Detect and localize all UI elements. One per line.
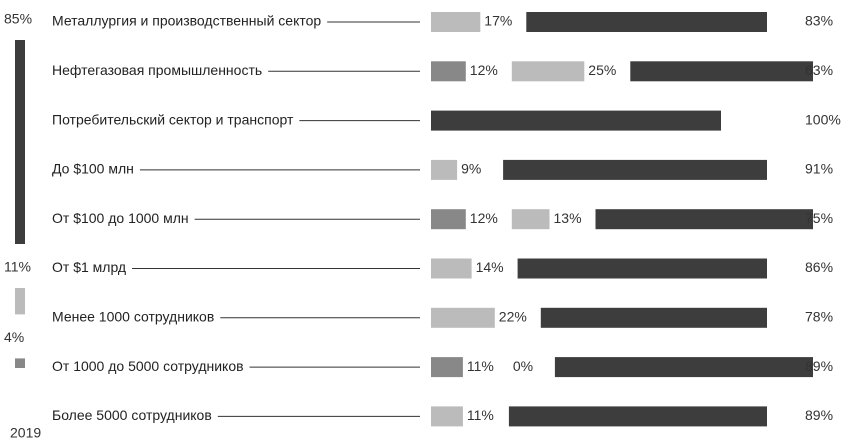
bar-segment bbox=[431, 159, 458, 180]
value-label: 100% bbox=[805, 111, 841, 127]
share-year: 2019 bbox=[10, 425, 41, 441]
value-label: 83% bbox=[805, 13, 833, 29]
share-bar bbox=[15, 358, 25, 368]
value-label: 11% bbox=[467, 407, 494, 423]
bar-segment bbox=[630, 61, 813, 82]
category-label: Более 5000 сотрудников bbox=[52, 407, 212, 423]
bar-segment bbox=[526, 12, 767, 32]
share-label: 4% bbox=[4, 329, 24, 345]
value-label: 13% bbox=[554, 210, 582, 226]
value-label: 14% bbox=[476, 259, 504, 275]
value-label: 22% bbox=[499, 309, 527, 325]
bar-segment bbox=[503, 159, 767, 180]
bar-segment bbox=[511, 61, 585, 82]
bar-segment bbox=[431, 12, 481, 32]
category-label: От $1 млрд bbox=[52, 259, 126, 275]
value-label: 89% bbox=[805, 358, 833, 374]
share-bar bbox=[15, 288, 25, 315]
value-label: 0% bbox=[513, 358, 533, 374]
value-label: 17% bbox=[484, 13, 512, 29]
category-label: От 1000 до 5000 сотрудников bbox=[52, 358, 244, 374]
value-label: 12% bbox=[470, 62, 498, 78]
bar-segment bbox=[431, 406, 463, 427]
bar-segment bbox=[517, 258, 767, 279]
value-label: 75% bbox=[805, 210, 833, 226]
bar-segment bbox=[511, 209, 550, 230]
category-label: Металлургия и производственный сектор bbox=[52, 13, 321, 29]
value-label: 11% bbox=[467, 358, 494, 374]
value-label: 89% bbox=[805, 407, 833, 423]
bar-segment bbox=[431, 258, 472, 279]
category-label: От $100 до 1000 млн bbox=[52, 210, 189, 226]
value-label: 86% bbox=[805, 259, 833, 275]
bar-segment bbox=[431, 357, 463, 378]
bar-segment bbox=[431, 307, 495, 328]
value-label: 25% bbox=[588, 62, 616, 78]
share-label: 11% bbox=[4, 259, 31, 275]
category-label: Потребительский сектор и транспорт bbox=[52, 111, 294, 127]
share-bar bbox=[15, 40, 25, 244]
bar-segment bbox=[595, 209, 813, 230]
share-label: 85% bbox=[4, 11, 32, 27]
value-label: 12% bbox=[470, 210, 498, 226]
bar-segment bbox=[540, 307, 767, 328]
value-label: 78% bbox=[805, 309, 833, 325]
bar-segment bbox=[508, 406, 767, 427]
category-label: Менее 1000 сотрудников bbox=[52, 309, 214, 325]
bar-segment bbox=[554, 357, 813, 378]
bar-segment bbox=[431, 209, 466, 230]
value-label: 9% bbox=[461, 161, 481, 177]
category-label: Нефтегазовая промышленность bbox=[52, 62, 262, 78]
category-label: До $100 млн bbox=[52, 161, 134, 177]
value-label: 91% bbox=[805, 161, 833, 177]
bar-segment bbox=[431, 110, 721, 131]
bar-segment bbox=[431, 61, 466, 82]
value-label: 63% bbox=[805, 62, 833, 78]
